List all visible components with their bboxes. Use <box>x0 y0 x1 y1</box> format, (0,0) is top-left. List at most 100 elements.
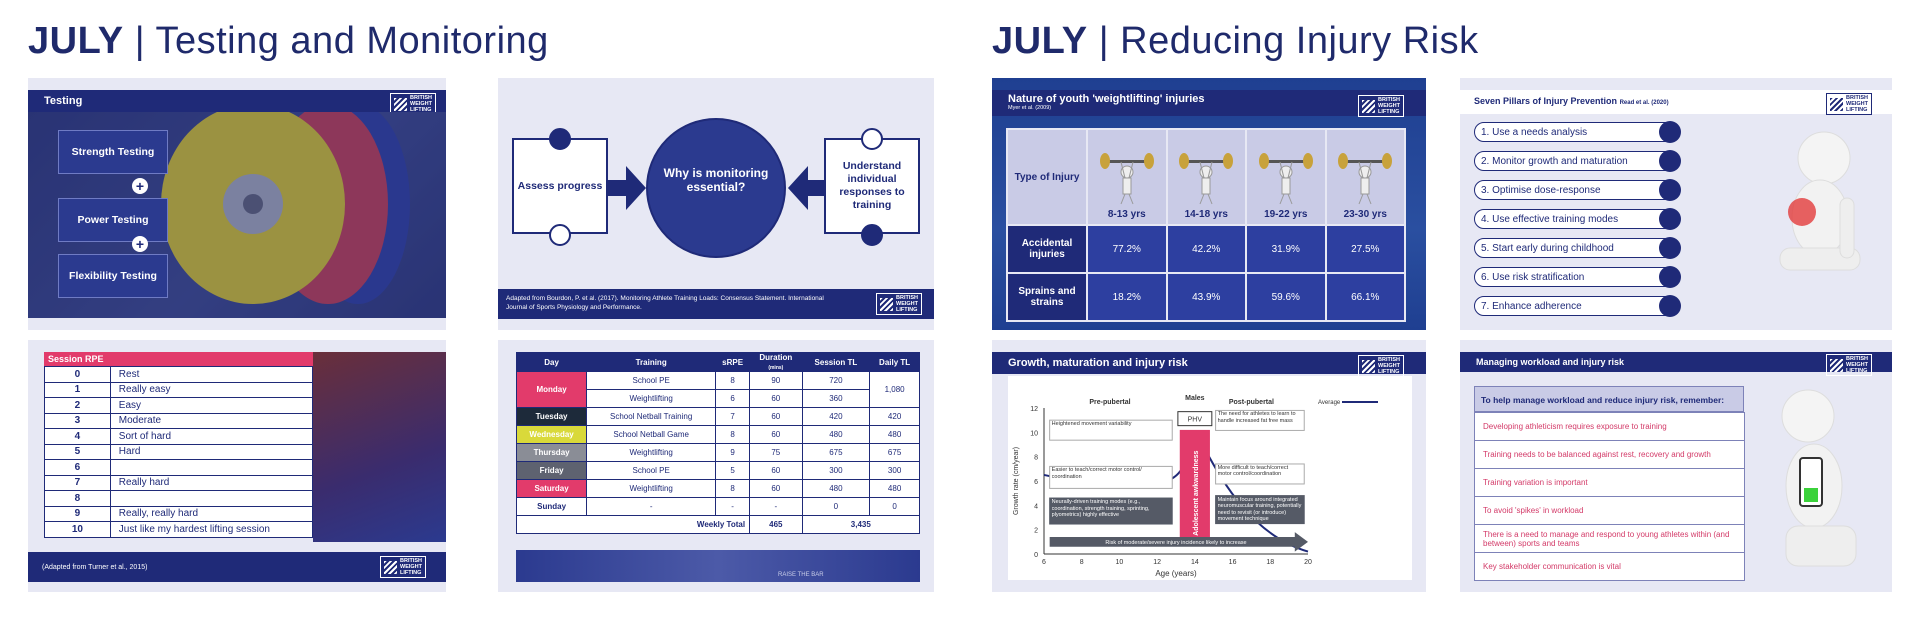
rpe-row: 5 Hard <box>44 443 314 460</box>
pillar-circle-icon <box>1659 295 1681 317</box>
dot-icon <box>861 128 883 150</box>
adolescent-awkwardness-bar <box>1179 429 1210 545</box>
day-cell: Monday <box>515 371 588 408</box>
info-box-text: Easier to teach/correct motor control/ c… <box>1051 467 1142 480</box>
slide-rpe: Session RPE 0 Rest 1 Really easy 2 Easy 3 Moder… <box>28 340 446 592</box>
total-tl: 3,435 <box>801 515 921 534</box>
bwl-logo: BRITISH WEIGHT LIFTING <box>1826 93 1872 115</box>
y-tick-label: 4 <box>1034 503 1038 510</box>
duration-cell: 60 <box>749 425 803 444</box>
info-box-text: Heightened movement variability <box>1051 421 1132 428</box>
session-tl-cell: 420 <box>801 407 871 426</box>
rpe-value: 7 <box>44 474 111 491</box>
col-day: Day <box>515 352 588 372</box>
figure-with-battery <box>1781 389 1857 567</box>
training-cell: Weightlifting <box>586 389 717 408</box>
pillar-item: 1. Use a needs analysis <box>1474 121 1681 143</box>
rpe-row: 1 Really easy <box>44 381 314 398</box>
table-row: Friday School PE 5 60 300 300 <box>515 461 920 480</box>
title-bar <box>1460 90 1892 114</box>
injury-value: 43.9% <box>1165 272 1247 322</box>
rpe-value: 2 <box>44 397 111 414</box>
pillars-title: Seven Pillars of Injury Prevention Read … <box>1474 96 1669 106</box>
footer-bar <box>28 552 446 582</box>
slide-title: Growth, maturation and injury risk <box>992 352 1426 374</box>
citation-text: Adapted from Bourdon, P. et al. (2017). … <box>506 295 824 311</box>
bwl-logo: BRITISH WEIGHT LIFTING <box>876 293 922 315</box>
duration-cell: 60 <box>749 389 803 408</box>
info-box-text: Neurally-driven training modes (e.g., co… <box>1051 499 1150 519</box>
table-row: Saturday Weightlifting 8 60 480 480 <box>515 479 920 498</box>
rpe-description: Easy <box>109 397 314 414</box>
section-heading-injury: JULY | Reducing Injury Risk <box>992 20 1479 62</box>
slide-monitoring: Why is monitoring essential? Assess prog… <box>498 78 934 330</box>
growth-curve <box>1043 433 1309 553</box>
table-row: Wednesday School Netball Game 8 60 480 480 <box>515 425 920 444</box>
workload-text: Key stakeholder communication is vital <box>1474 552 1745 581</box>
age-column: 23-30 yrs <box>1324 128 1406 226</box>
pillar-item: 4. Use effective training modes <box>1474 208 1681 230</box>
rpe-row: 3 Moderate <box>44 412 314 429</box>
injury-value: 77.2% <box>1086 224 1168 274</box>
athlete-photo <box>313 352 446 542</box>
rpe-row: 8 <box>44 490 314 507</box>
type-label: Type of Injury <box>1006 128 1088 226</box>
info-box <box>1215 409 1305 431</box>
rpe-row: 0 Rest <box>44 366 314 383</box>
daily-tl-cell: 0 <box>869 497 920 516</box>
y-tick-label: 2 <box>1034 528 1038 535</box>
training-cell: School Netball Training <box>586 407 717 426</box>
total-row: Weekly Total 465 3,435 <box>515 515 921 534</box>
y-tick-label: 6 <box>1034 479 1038 486</box>
slide-growth: Growth, maturation and injury risk BRITI… <box>992 340 1426 592</box>
plus-icon: + <box>132 178 148 194</box>
info-box-text-wrap: The need for athletes to learn to handle… <box>1217 411 1296 424</box>
arrow-left-icon <box>788 166 826 210</box>
rpe-value: 6 <box>44 459 111 476</box>
rpe-description: Really hard <box>109 474 314 491</box>
pillar-circle-icon <box>1659 208 1681 230</box>
day-cell: Friday <box>515 461 588 480</box>
workload-item: There is a need to manage and respond to… <box>1474 524 1745 553</box>
workload-item: Developing athleticism requires exposure… <box>1474 412 1745 441</box>
srpe-cell: 8 <box>715 479 751 498</box>
understand-responses-box: Understand individual responses to train… <box>824 138 920 234</box>
y-tick-label: 10 <box>1030 430 1038 437</box>
workload-item: Training variation is important <box>1474 468 1745 497</box>
injury-value: 42.2% <box>1165 224 1247 274</box>
power-testing-box: Power Testing <box>58 198 168 242</box>
bwl-logo: BRITISH WEIGHT LIFTING <box>380 556 426 578</box>
bwl-logo: BRITISH WEIGHT LIFTING <box>1358 355 1404 377</box>
rpe-value: 0 <box>44 366 111 383</box>
pillar-item: 7. Enhance adherence <box>1474 295 1681 317</box>
rpe-value: 8 <box>44 490 111 507</box>
chart-area: 12 10 8 6 4 2 0 6 8 10 12 14 16 18 20 Growth rate (cm/y… <box>1008 376 1412 580</box>
phv-box <box>1177 411 1213 427</box>
info-box-text: The need for athletes to learn to handle… <box>1217 411 1296 424</box>
srpe-cell: 8 <box>715 425 751 444</box>
workload-text: Training variation is important <box>1474 468 1745 497</box>
x-tick-label: 18 <box>1266 559 1274 566</box>
injury-value: 27.5% <box>1324 224 1406 274</box>
workload-item: To avoid 'spikes' in workload <box>1474 496 1745 525</box>
risk-label: Risk of moderate/severe injury incidence… <box>1105 540 1246 546</box>
training-cell: Weightlifting <box>586 443 717 462</box>
strength-testing-box: Strength Testing <box>58 130 168 174</box>
col-session-tl: Session TL <box>801 352 871 372</box>
age-header-row: Type of Injury 8-13 yrs 14-18 yrs 19-22 … <box>1006 128 1406 226</box>
duration-cell: 60 <box>749 461 803 480</box>
col-training: Training <box>586 352 717 372</box>
srpe-cell: 6 <box>715 389 751 408</box>
rpe-header: Session RPE <box>44 352 313 366</box>
y-axis-label: Growth rate (cm/year) <box>1013 447 1020 515</box>
title-bar: Nature of youth 'weightlifting' injuries… <box>992 90 1426 116</box>
workload-text: Training needs to be balanced against re… <box>1474 440 1745 469</box>
dot-icon <box>861 224 883 246</box>
slide-title: Managing workload and injury risk <box>1460 352 1892 372</box>
info-box <box>1049 465 1173 489</box>
info-box-text: More difficult to teach/correct motor co… <box>1217 464 1289 478</box>
rpe-description: Really easy <box>109 381 314 398</box>
training-cell: School Netball Game <box>586 425 717 444</box>
duration-cell: - <box>749 497 803 516</box>
daily-tl-cell: 480 <box>869 425 920 444</box>
